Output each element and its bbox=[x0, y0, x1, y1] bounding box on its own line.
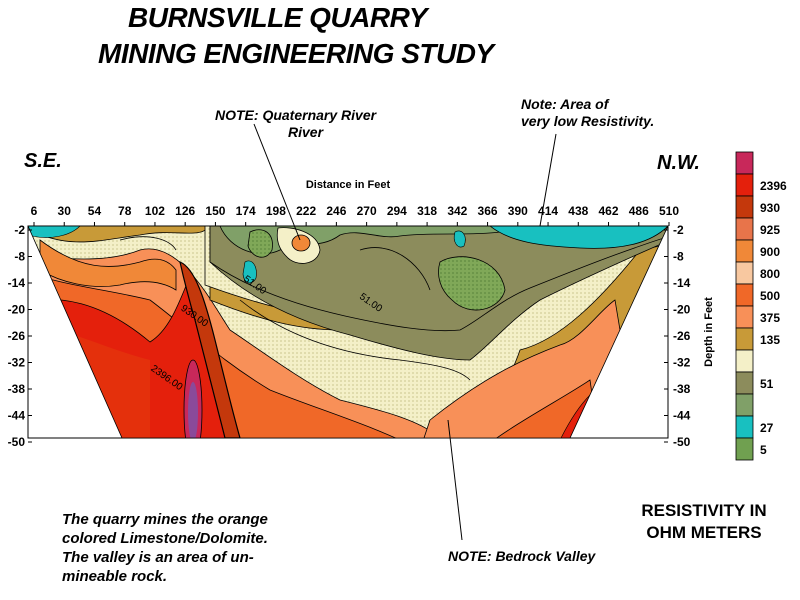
x-tick-label: 30 bbox=[58, 204, 72, 218]
legend-swatch bbox=[735, 305, 754, 329]
note-river-line2: River bbox=[288, 124, 324, 140]
direction-right: N.W. bbox=[657, 152, 700, 174]
y-tick-label-left: -8 bbox=[14, 250, 25, 264]
y-axis-label: Depth in Feet bbox=[703, 297, 715, 367]
x-tick-label: 222 bbox=[296, 204, 316, 218]
resistivity-title: RESISTIVITY IN OHM METERS bbox=[628, 500, 780, 544]
legend-label: 51 bbox=[760, 377, 774, 391]
legend-label: 925 bbox=[760, 223, 780, 237]
legend-swatch bbox=[735, 415, 754, 439]
y-tick-label-right: -8 bbox=[673, 250, 684, 264]
legend-swatch bbox=[735, 195, 754, 219]
legend-swatch bbox=[735, 327, 754, 351]
y-tick-label-left: -50 bbox=[8, 435, 26, 449]
x-ticks: 6 30 54 78 102 126 150 174 198 222 246 270 294 318 342… bbox=[31, 204, 679, 226]
y-tick-label-right: -50 bbox=[673, 435, 691, 449]
x-tick-label: 342 bbox=[447, 204, 467, 218]
x-tick-label: 462 bbox=[599, 204, 619, 218]
title-line2: MINING ENGINEERING STUDY bbox=[98, 38, 494, 69]
y-tick-label-left: -20 bbox=[8, 303, 26, 317]
caption-line: colored Limestone/Dolomite. bbox=[62, 530, 268, 547]
x-tick-label: 390 bbox=[508, 204, 528, 218]
x-tick-label: 438 bbox=[568, 204, 588, 218]
legend-swatch bbox=[735, 393, 754, 417]
x-tick-label: 510 bbox=[659, 204, 679, 218]
legend-swatch bbox=[735, 437, 754, 461]
note-river-line1: NOTE: Quaternary River bbox=[215, 107, 377, 123]
legend-label: 375 bbox=[760, 311, 780, 325]
legend-label: 2396 bbox=[760, 179, 787, 193]
y-tick-label-right: -2 bbox=[673, 223, 684, 237]
caption: The quarry mines the orange colored Lime… bbox=[62, 510, 268, 586]
legend-label: 135 bbox=[760, 333, 780, 347]
caption-line: The quarry mines the orange bbox=[62, 511, 268, 528]
y-tick-label-right: -32 bbox=[673, 356, 691, 370]
y-tick-label-left: -14 bbox=[8, 276, 26, 290]
x-tick-label: 366 bbox=[478, 204, 498, 218]
valley-note-pointer bbox=[447, 419, 463, 541]
note-bedrock-valley: NOTE: Bedrock Valley bbox=[448, 548, 596, 564]
x-tick-label: 126 bbox=[175, 204, 195, 218]
x-tick-label: 270 bbox=[357, 204, 377, 218]
resistivity-note-pointer bbox=[539, 133, 557, 227]
x-tick-label: 174 bbox=[236, 204, 256, 218]
resistivity-title-line2: OHM METERS bbox=[646, 523, 762, 542]
legend-swatch bbox=[735, 371, 754, 395]
note-resistivity-line2: very low Resistivity. bbox=[521, 113, 655, 129]
y-tick-label-left: -32 bbox=[8, 356, 26, 370]
legend-label: 500 bbox=[760, 289, 780, 303]
x-tick-label: 294 bbox=[387, 204, 407, 218]
legend-swatch bbox=[735, 217, 754, 241]
y-tick-label-left: -26 bbox=[8, 329, 26, 343]
x-tick-label: 486 bbox=[629, 204, 649, 218]
legend-label: 27 bbox=[760, 421, 774, 435]
x-tick-label: 78 bbox=[118, 204, 132, 218]
y-tick-label-right: -20 bbox=[673, 303, 691, 317]
y-tick-label-left: -38 bbox=[8, 382, 26, 396]
y-tick-label-left: -2 bbox=[14, 223, 25, 237]
legend-label: 800 bbox=[760, 267, 780, 281]
x-tick-label: 246 bbox=[326, 204, 346, 218]
legend-label: 5 bbox=[760, 443, 767, 457]
x-tick-label: 54 bbox=[88, 204, 102, 218]
legend-swatch bbox=[735, 173, 754, 197]
caption-line: The valley is an area of un- bbox=[62, 549, 254, 566]
legend-swatch bbox=[735, 283, 754, 307]
y-tick-label-right: -44 bbox=[673, 409, 691, 423]
legend-label: 930 bbox=[760, 201, 780, 215]
y-tick-label-right: -26 bbox=[673, 329, 691, 343]
direction-left: S.E. bbox=[24, 150, 62, 172]
legend-label: 900 bbox=[760, 245, 780, 259]
y-ticks-right: -2 -8 -14 -20 -26 -32 -38 -44 -50 bbox=[664, 223, 691, 449]
x-tick-label: 414 bbox=[538, 204, 558, 218]
x-tick-label: 6 bbox=[31, 204, 38, 218]
x-tick-label: 150 bbox=[205, 204, 225, 218]
x-tick-label: 318 bbox=[417, 204, 437, 218]
y-tick-label-left: -44 bbox=[8, 409, 26, 423]
caption-line: mineable rock. bbox=[62, 568, 168, 585]
x-tick-label: 198 bbox=[266, 204, 286, 218]
y-tick-label-right: -14 bbox=[673, 276, 691, 290]
resistivity-legend: 2396 930 925 900 800 500 375 135 51 27 5 bbox=[735, 151, 787, 461]
river-note-pointer bbox=[253, 123, 301, 241]
title-line1: BURNSVILLE QUARRY bbox=[128, 2, 428, 33]
legend-swatch bbox=[735, 239, 754, 263]
y-tick-label-right: -38 bbox=[673, 382, 691, 396]
resistivity-title-line1: RESISTIVITY IN bbox=[641, 501, 767, 520]
x-tick-label: 102 bbox=[145, 204, 165, 218]
y-ticks-left: -2 -8 -14 -20 -26 -32 -38 -44 -50 bbox=[8, 223, 32, 449]
legend-swatch bbox=[735, 349, 754, 373]
note-resistivity-line1: Note: Area of bbox=[521, 96, 609, 112]
legend-swatch bbox=[735, 261, 754, 285]
x-axis-label: Distance in Feet bbox=[306, 179, 391, 191]
legend-swatch bbox=[735, 151, 754, 175]
